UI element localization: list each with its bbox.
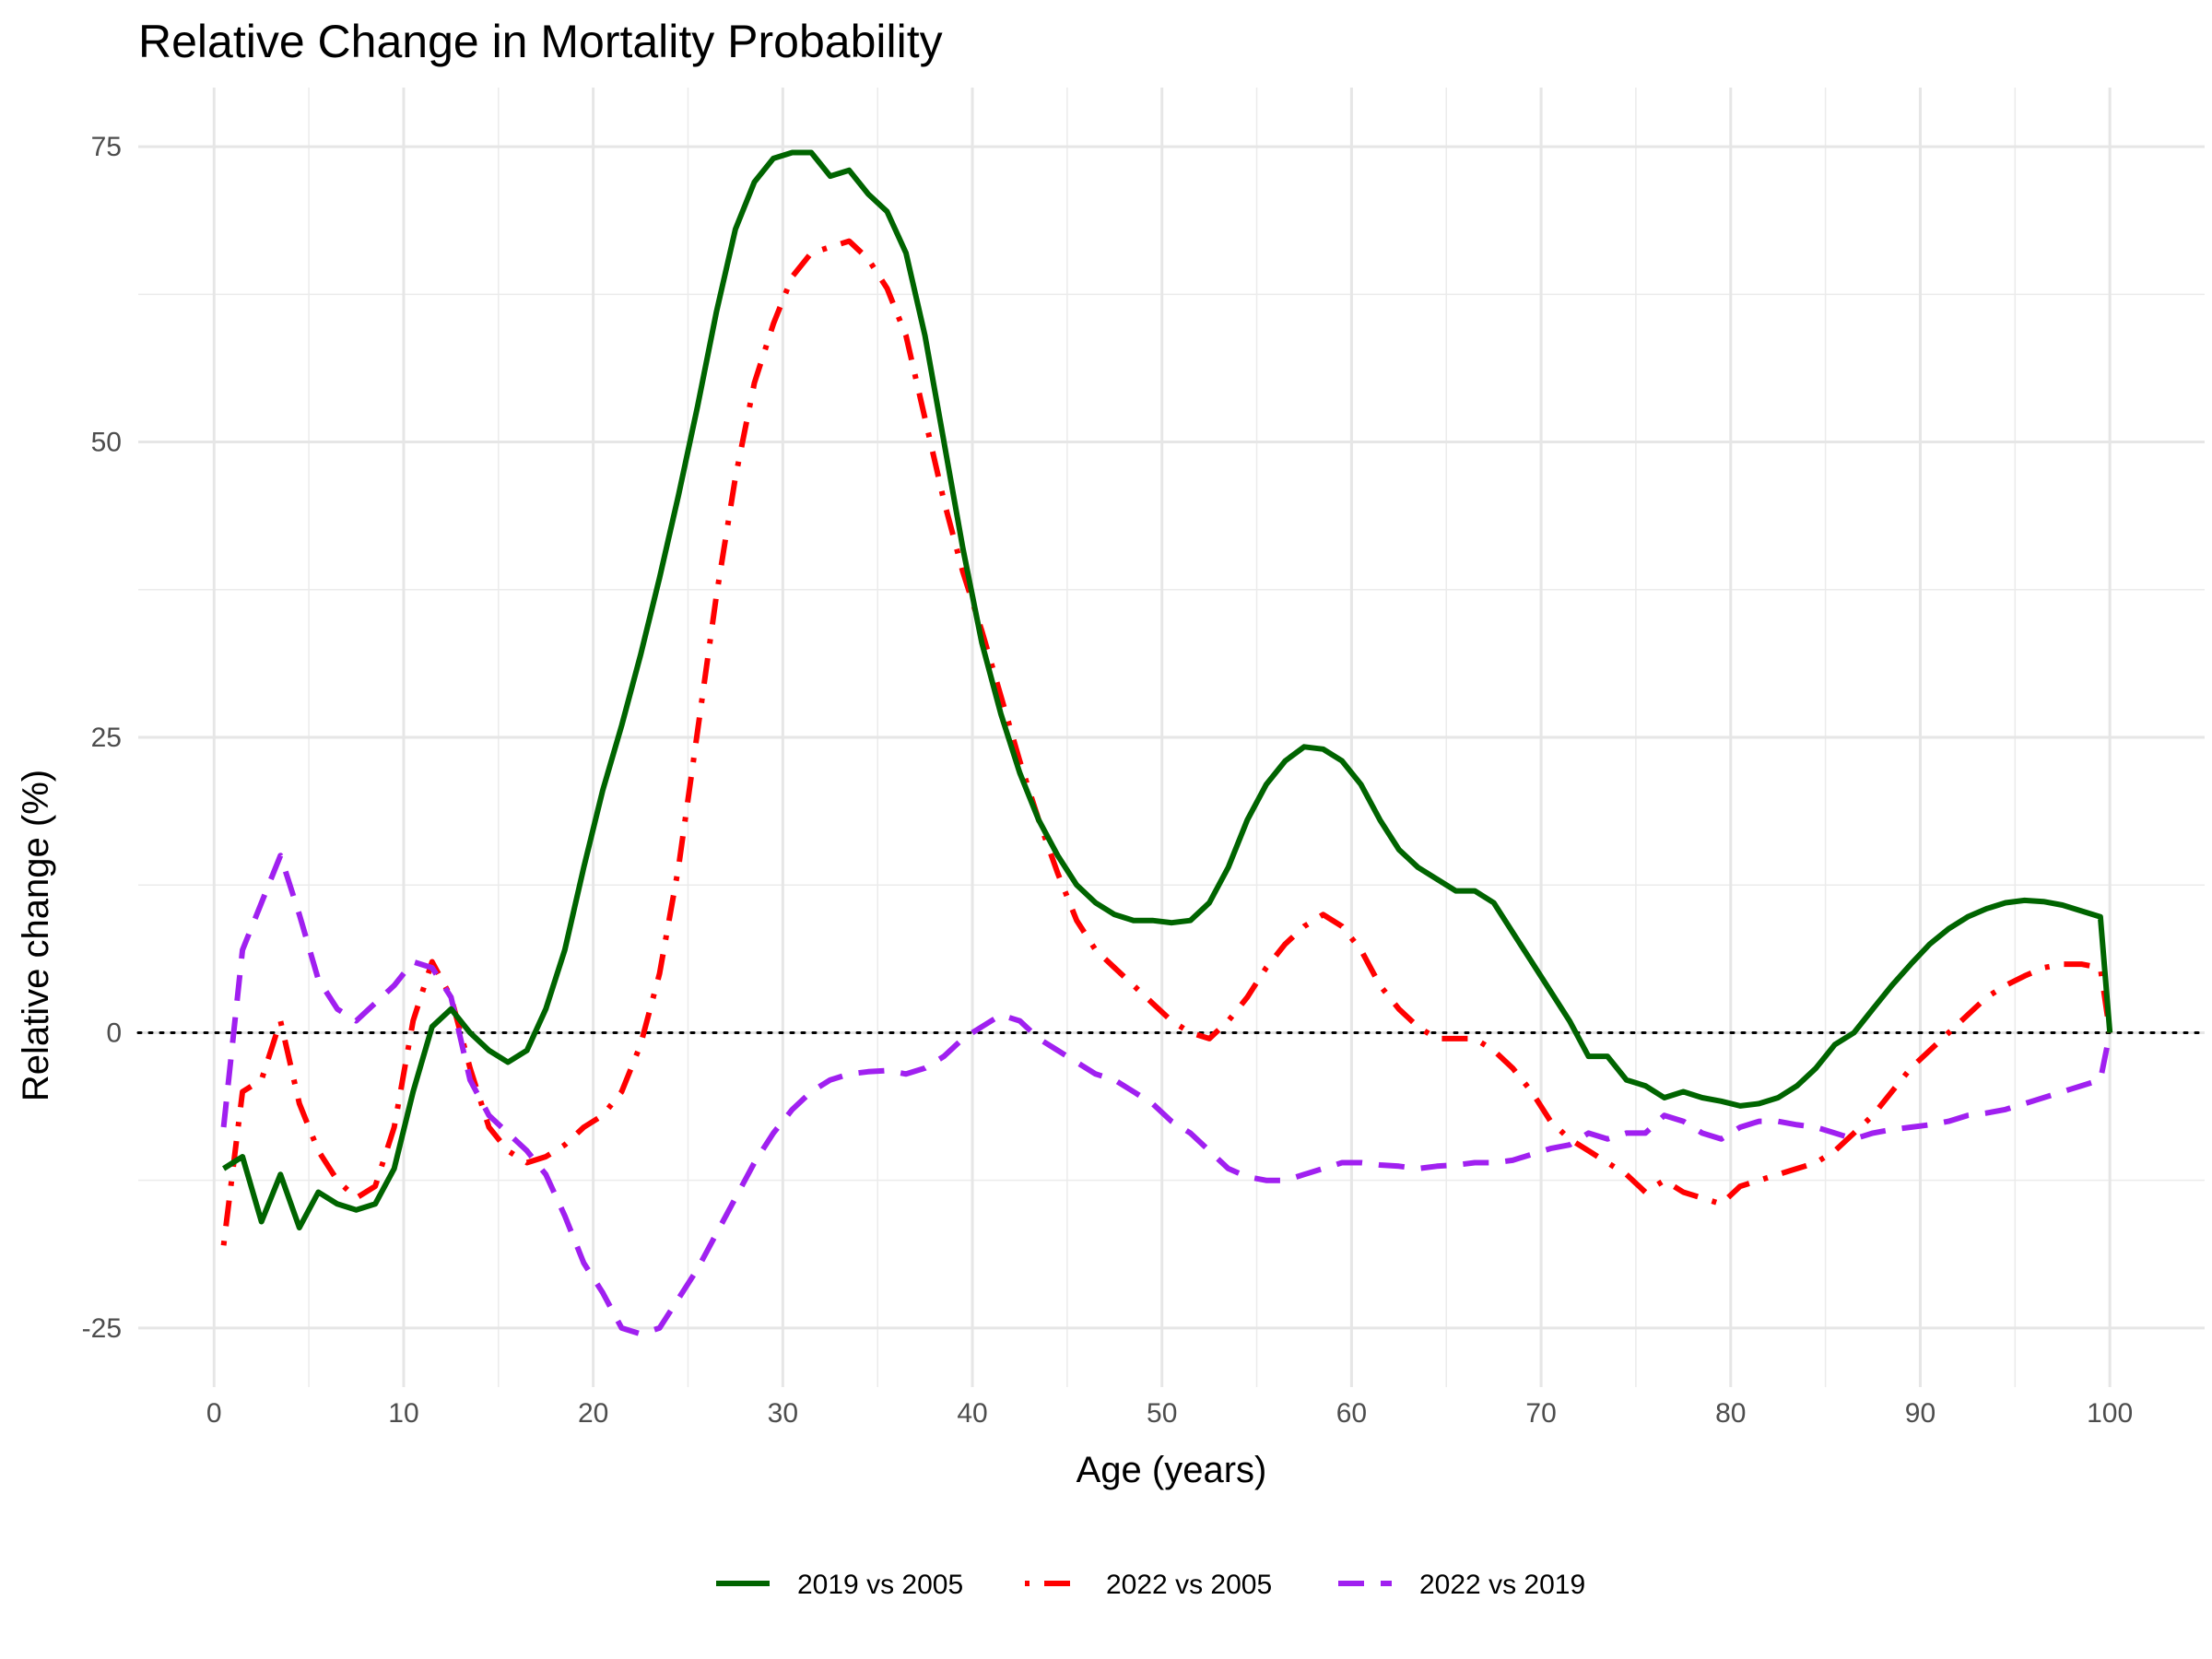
- x-tick-label: 40: [957, 1398, 987, 1429]
- y-axis-ticks: -25 0 25 50 75: [82, 132, 122, 1344]
- chart-title: Relative Change in Mortality Probability: [138, 16, 943, 67]
- series-line-2019-vs-2005: [222, 149, 2113, 1230]
- y-axis-label: Relative change (%): [16, 770, 56, 1101]
- x-tick-label: 70: [1525, 1398, 1556, 1429]
- series-line-2022-vs-2005: [220, 238, 2113, 1246]
- legend-label: 2022 vs 2005: [1106, 1570, 1272, 1600]
- x-tick-label: 60: [1336, 1398, 1367, 1429]
- x-tick-label: 10: [388, 1398, 418, 1429]
- y-tick-label: 25: [91, 723, 122, 753]
- y-tick-label: 0: [106, 1018, 122, 1048]
- x-tick-label: 20: [578, 1398, 608, 1429]
- x-axis-label: Age (years): [1077, 1450, 1267, 1490]
- legend-label: 2019 vs 2005: [797, 1570, 963, 1600]
- grid: [138, 88, 2205, 1387]
- legend: 2019 vs 2005 2022 vs 2005 2022 vs 2019: [716, 1570, 1585, 1600]
- y-tick-label: 50: [91, 428, 122, 458]
- x-tick-label: 100: [2087, 1398, 2133, 1429]
- legend-label: 2022 vs 2019: [1419, 1570, 1585, 1600]
- series-lines: [220, 149, 2113, 1337]
- x-tick-label: 80: [1715, 1398, 1746, 1429]
- x-tick-label: 0: [206, 1398, 222, 1429]
- x-tick-label: 30: [768, 1398, 798, 1429]
- y-tick-label: -25: [82, 1313, 122, 1344]
- x-tick-label: 90: [1905, 1398, 1936, 1429]
- x-tick-label: 50: [1147, 1398, 1177, 1429]
- x-axis-ticks: 0 10 20 30 40 50 60 70 80 90 100: [206, 1398, 2133, 1429]
- series-line-2022-vs-2019: [220, 853, 2113, 1337]
- y-tick-label: 75: [91, 132, 122, 162]
